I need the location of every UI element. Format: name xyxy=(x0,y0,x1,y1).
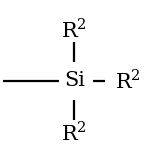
Text: Si: Si xyxy=(64,71,85,91)
Text: $\mathregular{R}^{\mathregular{2}}$: $\mathregular{R}^{\mathregular{2}}$ xyxy=(115,69,140,93)
Text: $\mathregular{R}^{\mathregular{2}}$: $\mathregular{R}^{\mathregular{2}}$ xyxy=(62,17,87,41)
Text: $\mathregular{R}^{\mathregular{2}}$: $\mathregular{R}^{\mathregular{2}}$ xyxy=(62,121,87,145)
